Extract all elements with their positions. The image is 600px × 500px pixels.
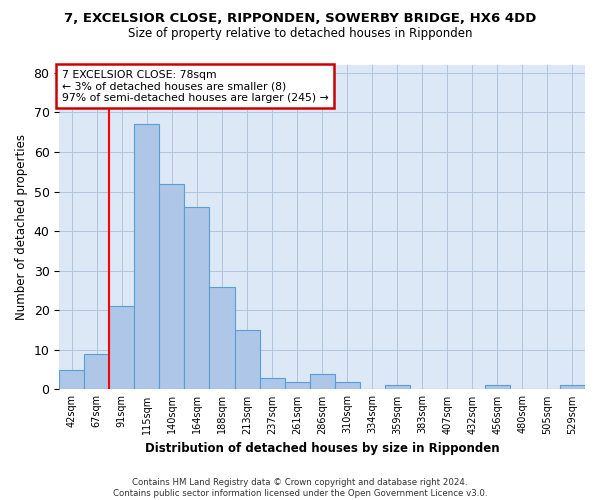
Bar xyxy=(85,354,109,390)
Bar xyxy=(260,378,284,390)
Y-axis label: Number of detached properties: Number of detached properties xyxy=(15,134,28,320)
X-axis label: Distribution of detached houses by size in Ripponden: Distribution of detached houses by size … xyxy=(145,442,499,455)
Bar xyxy=(160,184,184,390)
Bar xyxy=(235,330,260,390)
Bar xyxy=(134,124,160,390)
Bar xyxy=(284,382,310,390)
Text: 7 EXCELSIOR CLOSE: 78sqm
← 3% of detached houses are smaller (8)
97% of semi-det: 7 EXCELSIOR CLOSE: 78sqm ← 3% of detache… xyxy=(62,70,329,103)
Bar xyxy=(109,306,134,390)
Bar xyxy=(184,208,209,390)
Text: 7, EXCELSIOR CLOSE, RIPPONDEN, SOWERBY BRIDGE, HX6 4DD: 7, EXCELSIOR CLOSE, RIPPONDEN, SOWERBY B… xyxy=(64,12,536,26)
Bar xyxy=(560,386,585,390)
Bar xyxy=(310,374,335,390)
Text: Size of property relative to detached houses in Ripponden: Size of property relative to detached ho… xyxy=(128,28,472,40)
Bar xyxy=(59,370,85,390)
Bar xyxy=(209,286,235,390)
Bar xyxy=(335,382,359,390)
Text: Contains HM Land Registry data © Crown copyright and database right 2024.
Contai: Contains HM Land Registry data © Crown c… xyxy=(113,478,487,498)
Bar xyxy=(385,386,410,390)
Bar xyxy=(485,386,510,390)
